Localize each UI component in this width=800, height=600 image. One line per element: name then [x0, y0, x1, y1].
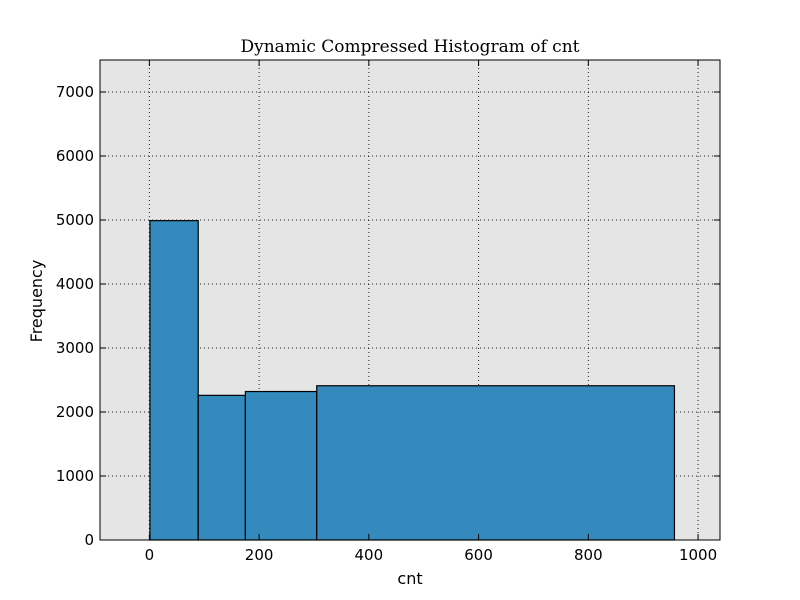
x-tick-label: 400 [355, 546, 384, 564]
y-tick-label: 3000 [56, 339, 94, 357]
y-tick-label: 6000 [56, 147, 94, 165]
plot-frame [99, 59, 721, 541]
y-tick-label: 0 [84, 531, 94, 549]
histogram-bar-2 [197, 394, 246, 541]
x-tick-label: 800 [574, 546, 603, 564]
y-tick-label: 5000 [56, 211, 94, 229]
histogram-bar-1 [149, 220, 199, 541]
y-axis-label: Frequency [27, 260, 46, 343]
x-tick-label: 1000 [679, 546, 717, 564]
histogram-bar-3 [244, 390, 318, 541]
x-axis-label: cnt [397, 569, 422, 588]
y-tick-label: 7000 [56, 83, 94, 101]
y-tick-label: 2000 [56, 403, 94, 421]
y-tick-label: 1000 [56, 467, 94, 485]
chart-title: Dynamic Compressed Histogram of cnt [241, 37, 580, 57]
x-tick-label: 0 [145, 546, 155, 564]
axis-ticks: 0 200 400 600 800 1000 0 1000 2000 3000 4000 5000 60… [56, 60, 720, 564]
x-tick-label: 600 [464, 546, 493, 564]
histogram-bar-4 [316, 385, 676, 541]
histogram-bars [149, 220, 676, 541]
x-tick-label: 200 [245, 546, 274, 564]
y-tick-label: 4000 [56, 275, 94, 293]
